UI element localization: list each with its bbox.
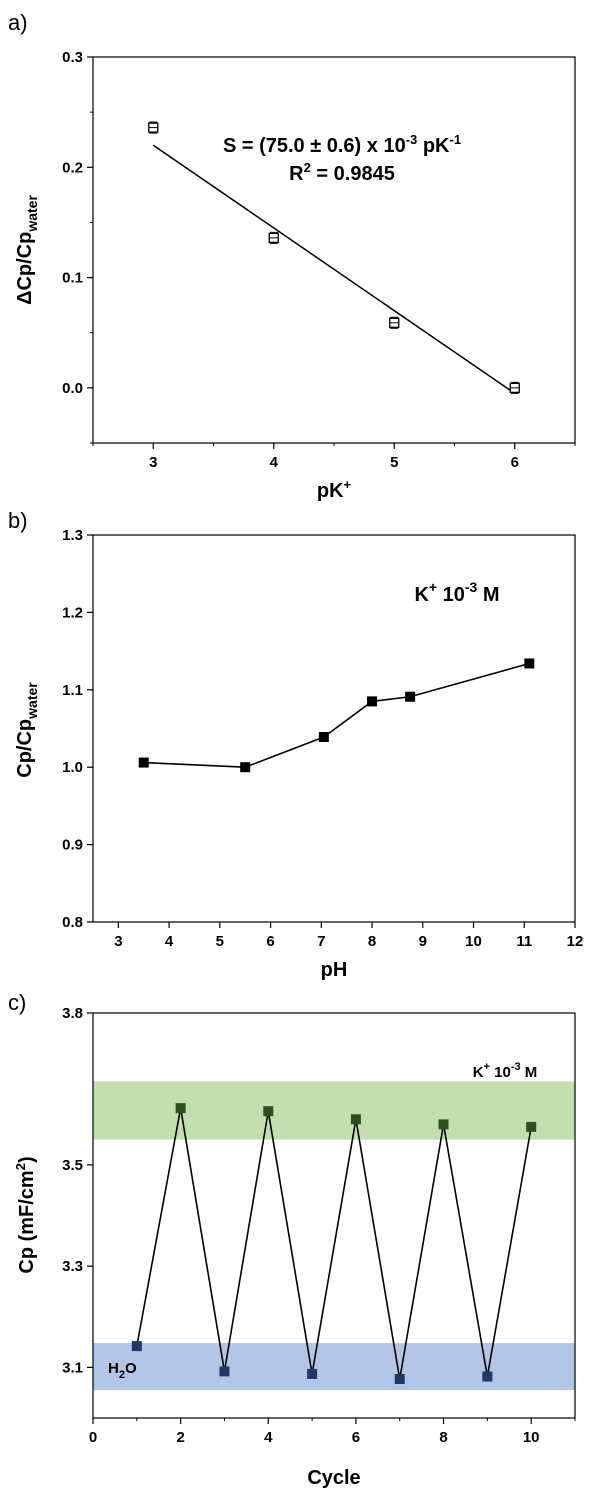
y-tick-label: 1.3 xyxy=(62,527,83,544)
data-point xyxy=(131,1341,142,1352)
x-tick-label: 4 xyxy=(264,1429,273,1446)
linear-fit xyxy=(152,144,516,394)
x-tick-label: 12 xyxy=(567,933,584,950)
series-line xyxy=(143,662,530,769)
fit-line-a xyxy=(152,144,516,394)
data-point xyxy=(138,757,149,768)
x-tick-label: 4 xyxy=(270,454,279,471)
plot-frame-b xyxy=(92,534,576,923)
bands-c xyxy=(93,1081,575,1391)
data-point xyxy=(524,658,535,669)
x-tick-label: 3 xyxy=(149,454,157,471)
y-tick-label: 3.5 xyxy=(62,1157,83,1174)
data-point xyxy=(394,1374,405,1385)
x-tick-label: 0 xyxy=(89,1429,97,1446)
data-point xyxy=(367,696,378,707)
data-point xyxy=(318,732,329,743)
y-ticks-c: 3.1 3.3 3.5 3.8 xyxy=(62,1005,93,1376)
y-tick-label: 3.8 xyxy=(62,1005,83,1022)
y-ticks-a: 0.0 0.1 0.2 0.3 xyxy=(62,49,93,444)
band-1 xyxy=(93,1343,575,1391)
series-line-c xyxy=(136,1108,532,1380)
y-tick-label: 3.1 xyxy=(62,1359,83,1376)
data-point xyxy=(219,1366,230,1377)
y-tick-label: 1.2 xyxy=(62,604,83,621)
slope-annotation: S = (75.0 ± 0.6) x 10-3 pK-1 xyxy=(223,132,461,157)
x-tick-label: 9 xyxy=(419,933,427,950)
y-tick-label: 0.3 xyxy=(62,49,83,66)
data-point xyxy=(307,1368,318,1379)
x-ticks-b: 3 4 5 6 7 8 9 10 11 12 xyxy=(114,922,583,950)
y-ticks-b: 0.8 0.9 1.0 1.1 1.2 1.3 xyxy=(62,527,93,931)
x-tick-label: 3 xyxy=(114,933,122,950)
panel-b: b) 3 4 5 6 7 8 9 10 11 12 0.8 0.9 1.0 1.1 1.2 1.3 K+ 1… xyxy=(8,508,583,981)
data-point xyxy=(405,691,416,702)
x-tick-label: 7 xyxy=(317,933,325,950)
x-tick-label: 6 xyxy=(352,1429,360,1446)
h2o-band-label: H2O xyxy=(108,1360,137,1381)
y-tick-label: 0.0 xyxy=(62,380,83,397)
panel-a: a) 3 4 5 6 0.0 0.1 0.2 0.3 S = (75.0 ± 0.6) x … xyxy=(8,10,576,502)
x-ticks-c: 0 2 4 6 8 10 xyxy=(89,1418,576,1446)
y-tick-label: 1.1 xyxy=(62,682,83,699)
x-tick-label: 2 xyxy=(176,1429,184,1446)
x-tick-label: 5 xyxy=(216,933,224,950)
data-point xyxy=(438,1119,449,1130)
x-tick-label: 10 xyxy=(465,933,482,950)
x-tick-label: 5 xyxy=(390,454,398,471)
x-tick-label: 6 xyxy=(266,933,274,950)
y-axis-label-c: Cp (mF/cm2) xyxy=(13,1156,38,1273)
y-tick-label: 3.3 xyxy=(62,1258,83,1275)
x-ticks-a: 3 4 5 6 xyxy=(92,443,576,471)
y-axis-label-a: ΔCp/Cpwater xyxy=(14,195,40,305)
panel-c: c) 0 2 4 6 8 10 3.1 3.3 3.5 3.8 K+ 10-3 M H2O Cy… xyxy=(8,990,576,1489)
x-axis-label-a: pK+ xyxy=(317,477,352,502)
points-a xyxy=(148,121,520,394)
data-point xyxy=(240,762,251,773)
panel-b-label: b) xyxy=(8,508,28,533)
x-tick-label: 8 xyxy=(368,933,376,950)
x-tick-label: 11 xyxy=(516,933,532,950)
data-point xyxy=(526,1121,537,1132)
band-0 xyxy=(93,1081,575,1140)
points-b xyxy=(138,658,535,773)
y-tick-label: 0.9 xyxy=(62,837,83,854)
y-tick-label: 0.8 xyxy=(62,914,83,931)
series-line-b xyxy=(143,662,530,769)
series-line xyxy=(136,1108,532,1380)
k-band-label: K+ 10-3 M xyxy=(473,1061,538,1081)
concentration-annotation: K+ 10-3 M xyxy=(414,579,499,606)
panel-c-label: c) xyxy=(8,990,26,1015)
points-c xyxy=(131,1103,537,1385)
data-point xyxy=(175,1103,186,1114)
x-tick-label: 4 xyxy=(165,933,174,950)
y-tick-label: 0.1 xyxy=(62,270,83,287)
x-axis-label-b: pH xyxy=(321,959,348,981)
y-tick-label: 1.0 xyxy=(62,759,83,776)
data-point xyxy=(350,1114,361,1125)
x-tick-label: 8 xyxy=(439,1429,447,1446)
plot-frame-c xyxy=(92,1012,576,1419)
data-point xyxy=(482,1371,493,1382)
y-tick-label: 0.2 xyxy=(62,159,83,176)
x-axis-label-c: Cycle xyxy=(307,1467,360,1489)
panel-a-label: a) xyxy=(8,10,28,35)
y-axis-label-b: Cp/Cpwater xyxy=(14,682,40,778)
r2-annotation: R2 = 0.9845 xyxy=(289,160,395,185)
x-tick-label: 10 xyxy=(523,1429,540,1446)
x-tick-label: 6 xyxy=(511,454,519,471)
data-point xyxy=(263,1106,274,1117)
